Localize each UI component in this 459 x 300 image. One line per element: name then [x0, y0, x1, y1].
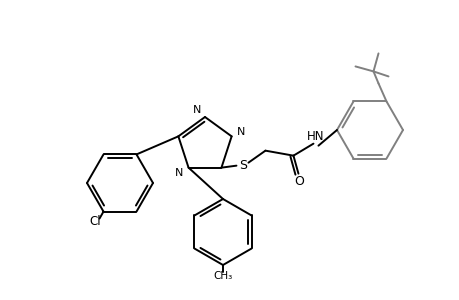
Text: N: N	[192, 105, 201, 115]
Text: Cl: Cl	[90, 215, 101, 228]
Text: S: S	[239, 159, 247, 172]
Text: HN: HN	[306, 130, 324, 143]
Text: N: N	[175, 168, 183, 178]
Text: N: N	[236, 127, 244, 137]
Text: O: O	[294, 175, 304, 188]
Text: CH₃: CH₃	[213, 271, 232, 281]
